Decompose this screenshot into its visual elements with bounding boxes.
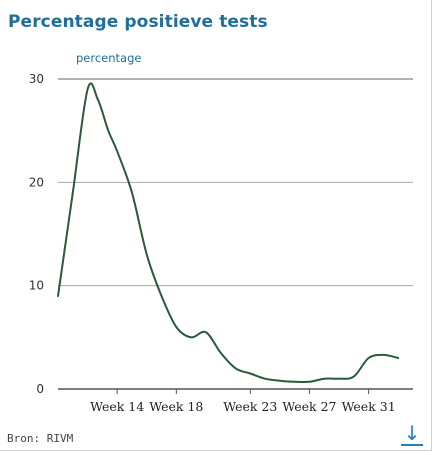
chart-title: Percentage positieve tests [8,12,268,32]
x-tick-label: Week 31 [342,399,396,414]
x-tick-label: Week 18 [149,399,203,414]
x-tick-label: Week 27 [282,399,336,414]
source-label: Bron: RIVM [7,432,74,445]
y-axis-label: percentage [76,51,141,65]
y-tick-label: 10 [29,279,44,293]
download-arrow-icon[interactable]: ↓ [401,423,423,446]
series-line [57,82,400,384]
y-tick-label: 0 [36,382,44,396]
x-tick-label: Week 14 [90,399,144,414]
x-tick-label: Week 23 [223,399,277,414]
y-tick-label: 30 [29,72,44,86]
y-tick-label: 20 [29,175,44,189]
